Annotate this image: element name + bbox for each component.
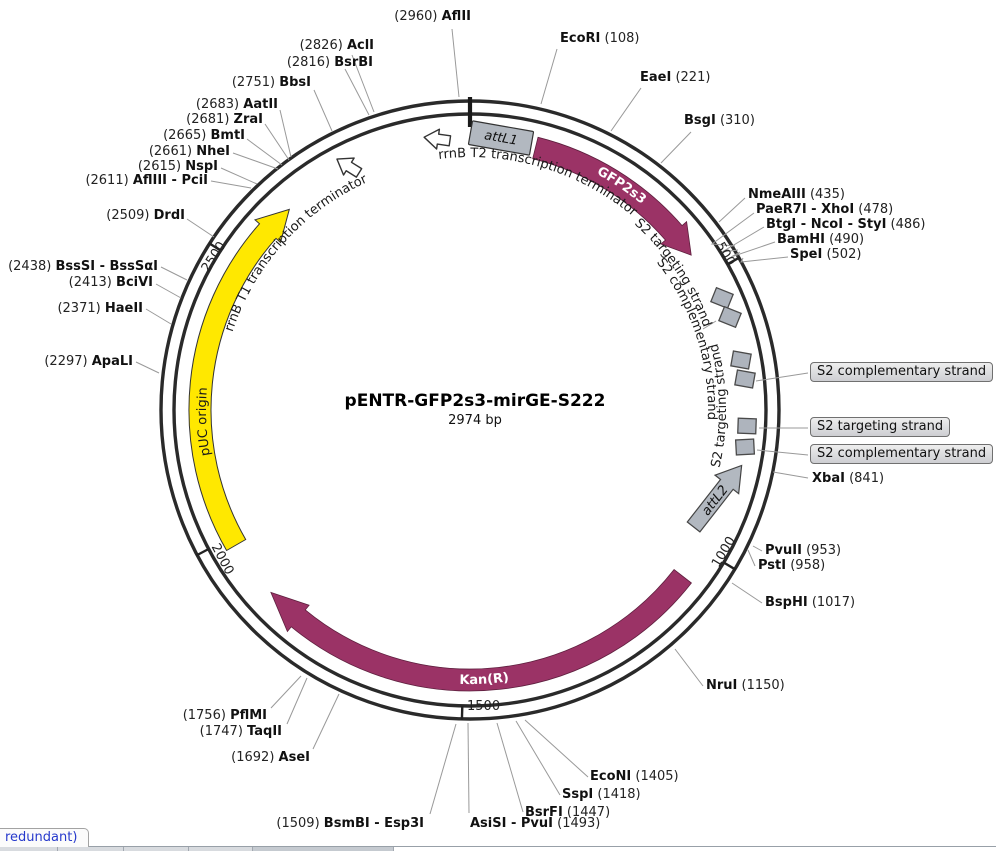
leader-lines [135,28,809,815]
site-zrai[interactable]: (2681) ZraI [186,112,263,127]
s2-square[interactable] [709,286,735,310]
site-sspi[interactable]: SspI (1418) [562,787,641,802]
puc-origin-label: pUC origin [195,387,214,457]
site-xbai[interactable]: XbaI (841) [812,471,885,486]
status-cell[interactable] [253,847,394,851]
site-aflii[interactable]: (2960) AflII [394,9,471,24]
s2-targeting-strand-tag[interactable]: S2 targeting strand [810,417,951,437]
status-strip [0,846,996,851]
site-pvuii[interactable]: PvuII (953) [765,543,842,558]
s2-square[interactable] [737,417,757,435]
plasmid-title: pENTR-GFP2s3-mirGE-S222 [344,391,606,411]
feature-gfp2s3[interactable] [532,136,692,256]
site-bsrbi[interactable]: (2816) BsrBI [286,55,373,70]
terminator-arrow-t2-icon[interactable] [423,127,452,150]
site-taqii[interactable]: (1747) TaqII [199,724,282,739]
s2-square[interactable] [734,438,756,456]
site-bsmbi[interactable]: (1509) BsmBI - Esp3I [276,816,424,831]
site-drdi[interactable]: (2509) DrdI [106,208,185,223]
terminator-arrow-t1-icon[interactable] [332,151,365,182]
site-spei[interactable]: SpeI (502) [790,247,862,262]
tick-label-500: 500 [712,240,737,269]
site-pflmi[interactable]: (1756) PflMI [182,708,267,723]
kanr-label: Kan(R) [459,670,510,688]
attl1-label: attL1 [483,128,519,149]
site-btgi-ncoi-styi[interactable]: BtgI - NcoI - StyI (486) [766,217,926,232]
site-nspi[interactable]: (2615) NspI [137,159,218,174]
scale-ticks [195,241,741,720]
status-cell[interactable] [124,847,189,851]
site-eaei[interactable]: EaeI (221) [640,70,711,85]
site-aatii[interactable]: (2683) AatII [195,97,278,112]
site-bcivi[interactable]: (2413) BciVI [68,275,153,290]
svg-text:Kan(R): Kan(R) [459,670,510,688]
site-asisi-pvui[interactable]: AsiSI - PvuI (1493) [470,816,601,831]
status-cell[interactable] [189,847,253,851]
feature-kanr[interactable] [270,568,692,692]
site-psti[interactable]: PstI (958) [758,558,826,573]
s2-strand-squares[interactable] [709,286,757,456]
site-ecori[interactable]: EcoRI (108) [560,31,640,46]
enzymes-tab[interactable]: redundant) [0,828,90,847]
site-asei[interactable]: (1692) AseI [231,750,310,765]
feature-attl1[interactable]: attL1 [467,120,535,156]
s2-complementary-strand-tag-1[interactable]: S2 complementary strand [810,362,994,382]
site-bbsi[interactable]: (2751) BbsI [231,75,311,90]
site-bsssi[interactable]: (2438) BssSI - BssSαI [8,259,158,274]
s2-square[interactable] [730,350,752,370]
site-nrui[interactable]: NruI (1150) [706,678,785,693]
s2-square[interactable] [717,305,743,329]
s2-complementary-strand-tag-2[interactable]: S2 complementary strand [810,444,994,464]
site-haeii[interactable]: (2371) HaeII [57,301,143,316]
site-afliii-pcii[interactable]: (2611) AflIII - PciI [85,173,208,188]
site-bmti[interactable]: (2665) BmtI [163,128,245,143]
svg-text:pUC origin: pUC origin [195,387,214,457]
site-econi[interactable]: EcoNI (1405) [590,769,679,784]
feature-puc-origin[interactable] [188,208,291,552]
site-bsrfi[interactable]: BsrFI (1447) [525,805,611,820]
site-paer7i-xhoi[interactable]: PaeR7I - XhoI (478) [756,202,894,217]
tick-label-1500: 1500 [467,699,500,714]
site-acli[interactable]: (2826) AclI [299,38,374,53]
site-bamhi[interactable]: BamHI (490) [777,232,865,247]
site-nmeaiii[interactable]: NmeAIII (435) [748,187,845,202]
status-cell[interactable] [58,847,124,851]
s2-square[interactable] [734,369,756,389]
site-nhei[interactable]: (2661) NheI [148,144,230,159]
site-bsphi[interactable]: BspHI (1017) [765,595,856,610]
status-cell[interactable] [0,847,58,851]
site-apali[interactable]: (2297) ApaLI [44,354,133,369]
plasmid-size: 2974 bp [448,413,502,428]
tick-label-1000: 1000 [709,534,739,570]
site-bsgi[interactable]: BsgI (310) [684,113,755,128]
